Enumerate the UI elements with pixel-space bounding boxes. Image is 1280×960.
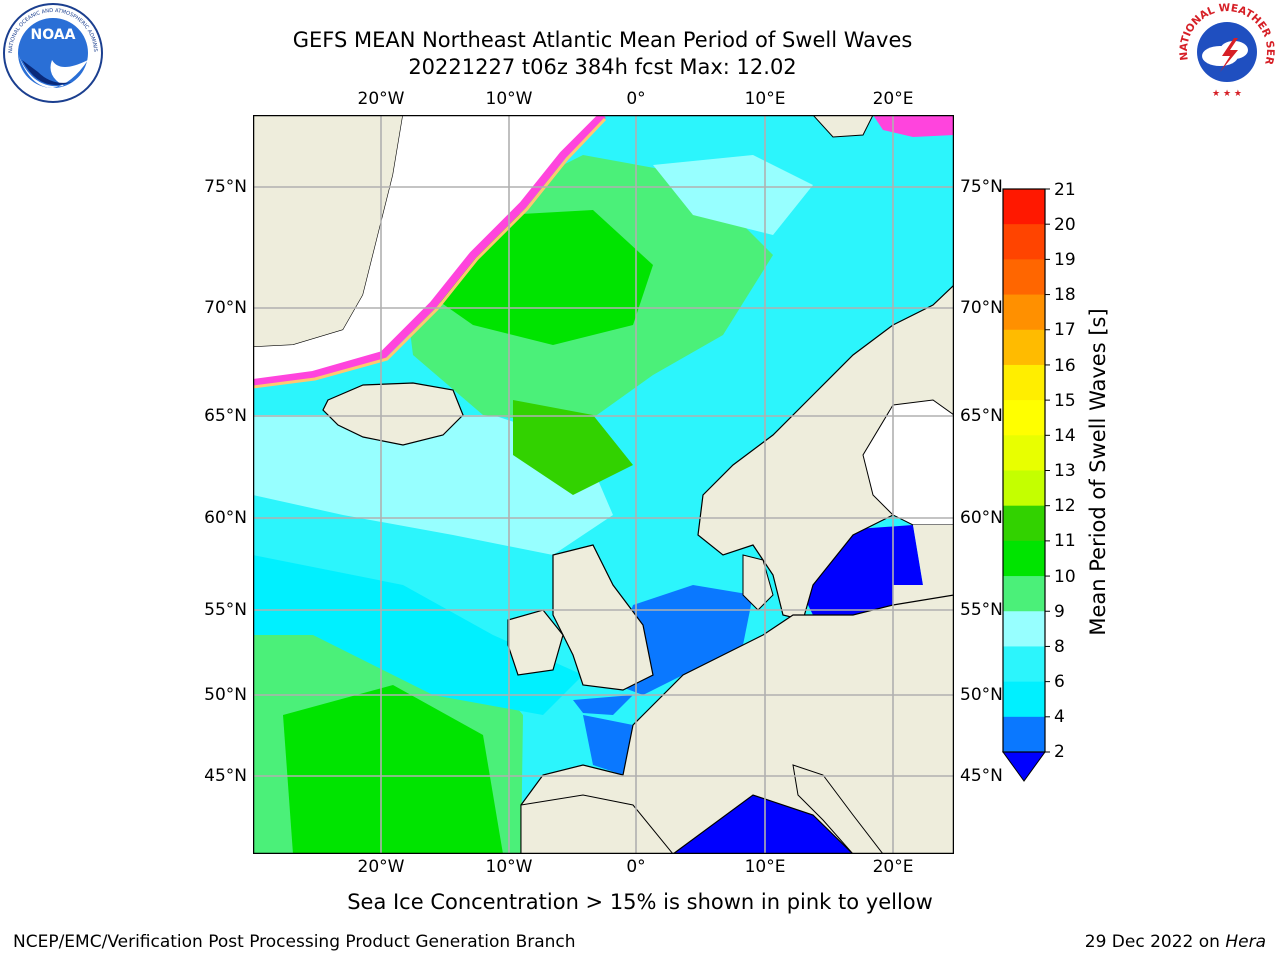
colorbar-band-13-14 [1003, 435, 1045, 471]
colorbar-tick-20: 20 [1054, 215, 1076, 235]
lat-label-left-50n: 50°N [204, 685, 247, 705]
lat-label-right-70n: 70°N [960, 298, 1003, 318]
colorbar-tick-12: 12 [1054, 496, 1076, 516]
colorbar-band-8-9 [1003, 611, 1045, 647]
colorbar-band-4-6 [1003, 681, 1045, 718]
lat-label-right-45n: 45°N [960, 766, 1003, 786]
map-frame [253, 115, 954, 854]
colorbar-band-15-16 [1003, 364, 1045, 401]
lat-label-right-50n: 50°N [960, 685, 1003, 705]
colorbar-band-18-19 [1003, 259, 1045, 296]
colorbar-tick-13: 13 [1054, 461, 1076, 481]
colorbar-tick-9: 9 [1054, 602, 1065, 622]
colorbar-tick-10: 10 [1054, 567, 1076, 587]
noaa-logo: NOAA NATIONAL OCEANIC AND ATMOSPHERIC AD… [2, 2, 103, 103]
graticule [253, 115, 954, 854]
colorbar-band-10-11 [1003, 540, 1045, 577]
sea-ice-edge-inner [253, 117, 607, 389]
svg-text:NOAA: NOAA [31, 27, 76, 43]
swell-region-10-11s-south [283, 685, 503, 854]
lat-label-left-45n: 45°N [204, 766, 247, 786]
lat-label-right-60n: 60°N [960, 508, 1003, 528]
lat-label-left-60n: 60°N [204, 508, 247, 528]
colorbar-under-arrow [1002, 751, 1046, 782]
colorbar [1002, 188, 1050, 782]
colorbar-tick-14: 14 [1054, 426, 1076, 446]
sea-ice-note: Sea Ice Concentration > 15% is shown in … [347, 890, 933, 914]
colorbar-tick-6: 6 [1054, 672, 1065, 692]
iceland-land [322, 382, 464, 446]
colorbar-band-16-17 [1003, 329, 1045, 366]
swell-region-6-8s [253, 555, 583, 715]
colorbar-tick-8: 8 [1054, 637, 1065, 657]
colorbar-tick-17: 17 [1054, 320, 1076, 340]
colorbar-tick-19: 19 [1054, 250, 1076, 270]
colorbar-tick-15: 15 [1054, 391, 1076, 411]
lat-label-right-65n: 65°N [960, 406, 1003, 426]
colorbar-band-11-12 [1003, 505, 1045, 542]
lon-label-top-0: 0° [626, 89, 646, 109]
footer-date: 29 Dec 2022 on Hera [1085, 932, 1266, 952]
swell-region-2-4s-channel [573, 695, 633, 715]
lon-label-top-20e: 20°E [872, 89, 914, 109]
sea-ice-edge [253, 115, 606, 387]
colorbar-tick-21: 21 [1054, 180, 1076, 200]
lon-label-bottom-10e: 10°E [744, 857, 786, 877]
footer-host: Hera [1225, 932, 1266, 952]
colorbar-band-19-20 [1003, 224, 1045, 260]
swell-region-11-12s-a [513, 400, 633, 495]
colorbar-tick-16: 16 [1054, 356, 1076, 376]
colorbar-title: Mean Period of Swell Waves [s] [1086, 308, 1110, 636]
lat-label-left-70n: 70°N [204, 298, 247, 318]
swell-region-2-4s-biscay [583, 715, 633, 775]
map-panel [253, 115, 954, 854]
lat-label-left-55n: 55°N [204, 600, 247, 620]
iberia-land [520, 794, 674, 854]
sea-ice-open-area [253, 115, 603, 383]
footer-date-text: 29 Dec 2022 on [1084, 932, 1220, 952]
colorbar-band-9-10 [1003, 576, 1045, 612]
italy-land [792, 764, 884, 854]
lat-label-right-75n: 75°N [960, 177, 1003, 197]
lon-label-bottom-20e: 20°E [872, 857, 914, 877]
lat-label-left-75n: 75°N [204, 177, 247, 197]
lat-label-right-55n: 55°N [960, 600, 1003, 620]
nws-logo: NATIONAL WEATHER SERVICE ★ ★ ★ [1176, 0, 1276, 99]
lon-label-top-10w: 10°W [485, 89, 533, 109]
colorbar-band-20-21 [1003, 189, 1045, 225]
footer-credit: NCEP/EMC/Verification Post Processing Pr… [13, 932, 576, 952]
lat-label-left-65n: 65°N [204, 406, 247, 426]
chart-title: GEFS MEAN Northeast Atlantic Mean Period… [292, 28, 913, 52]
colorbar-band-17-18 [1003, 294, 1045, 331]
colorbar-band-2-4 [1003, 716, 1045, 753]
colorbar-band-14-15 [1003, 400, 1045, 436]
colorbar-tick-11: 11 [1054, 531, 1076, 551]
continental-europe-land [520, 594, 954, 854]
lon-label-bottom-10w: 10°W [485, 857, 533, 877]
lon-label-top-20w: 20°W [357, 89, 405, 109]
swell-region-8-9s-north [653, 155, 813, 235]
lon-label-bottom-0: 0° [626, 857, 646, 877]
colorbar-band-12-13 [1003, 470, 1045, 507]
colorbar-band-6-8 [1003, 646, 1045, 683]
colorbar-tick-18: 18 [1054, 285, 1076, 305]
lon-label-top-10e: 10°E [744, 89, 786, 109]
lon-label-bottom-20w: 20°W [357, 857, 405, 877]
colorbar-tick-4: 4 [1054, 707, 1065, 727]
chart-subtitle-forecast: 20221227 t06z 384h fcst Max: 12.02 [408, 55, 797, 79]
svg-text:★ ★ ★: ★ ★ ★ [1212, 89, 1242, 99]
colorbar-tick-2: 2 [1054, 742, 1065, 762]
svalbard-land [812, 115, 874, 138]
